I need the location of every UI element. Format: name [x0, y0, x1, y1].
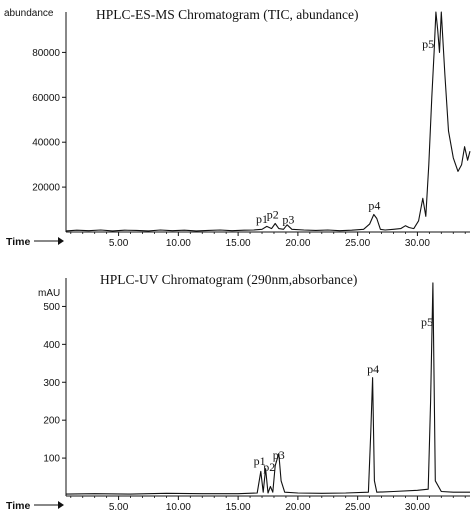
ms-peak-label-p5: p5	[422, 37, 434, 51]
ms-peak-label-p3: p3	[282, 213, 294, 227]
uv-y-tick-label: 500	[43, 302, 60, 313]
uv-x-tick-label: 5.00	[109, 502, 129, 513]
uv-chromatogram-panel: HPLC-UV Chromatogram (290nm,absorbance) …	[6, 272, 470, 513]
ms-x-axis-label: Time	[6, 236, 30, 248]
ms-x-tick-label: 25.00	[345, 238, 370, 249]
uv-x-tick-label: 30.00	[405, 502, 430, 513]
ms-series-line	[65, 11, 471, 232]
ms-x-arrow-head	[58, 237, 64, 245]
ms-y-axis-label: abundance	[4, 8, 54, 19]
ms-y-tick-label: 80000	[32, 48, 60, 59]
ms-x-tick-label: 30.00	[405, 238, 430, 249]
uv-y-tick-label: 400	[43, 340, 60, 351]
ms-x-tick-label: 15.00	[226, 238, 251, 249]
uv-peak-label-p3: p3	[273, 448, 285, 462]
uv-chart-title: HPLC-UV Chromatogram (290nm,absorbance)	[100, 272, 357, 287]
ms-peak-label-p2: p2	[267, 208, 279, 222]
uv-x-tick-label: 25.00	[345, 502, 370, 513]
uv-peak-label-p5: p5	[421, 315, 433, 329]
uv-peak-label-p4: p4	[367, 362, 379, 376]
uv-y-tick-label: 100	[43, 454, 60, 465]
uv-y-tick-label: 200	[43, 416, 60, 427]
ms-x-tick-label: 20.00	[285, 238, 310, 249]
ms-peak-label-p1: p1	[256, 212, 268, 226]
uv-x-tick-label: 15.00	[226, 502, 251, 513]
ms-y-tick-label: 60000	[32, 93, 60, 104]
uv-x-tick-label: 20.00	[285, 502, 310, 513]
uv-y-axis-label: mAU	[38, 288, 60, 299]
ms-y-tick-label: 40000	[32, 138, 60, 149]
uv-peak-label-p2: p2	[263, 460, 275, 474]
ms-y-tick-label: 20000	[32, 183, 60, 194]
ms-x-tick-label: 5.00	[109, 238, 129, 249]
uv-x-tick-label: 10.00	[166, 502, 191, 513]
uv-series-line	[65, 282, 470, 495]
uv-y-tick-label: 300	[43, 378, 60, 389]
ms-chromatogram-panel: HPLC-ES-MS Chromatogram (TIC, abundance)…	[4, 7, 471, 249]
uv-peak-label-p1: p1	[254, 454, 266, 468]
uv-x-arrow-head	[58, 501, 64, 509]
ms-chart-title: HPLC-ES-MS Chromatogram (TIC, abundance)	[96, 7, 358, 22]
ms-x-tick-label: 10.00	[166, 238, 191, 249]
ms-peak-label-p4: p4	[368, 199, 380, 213]
uv-x-axis-label: Time	[6, 500, 30, 512]
